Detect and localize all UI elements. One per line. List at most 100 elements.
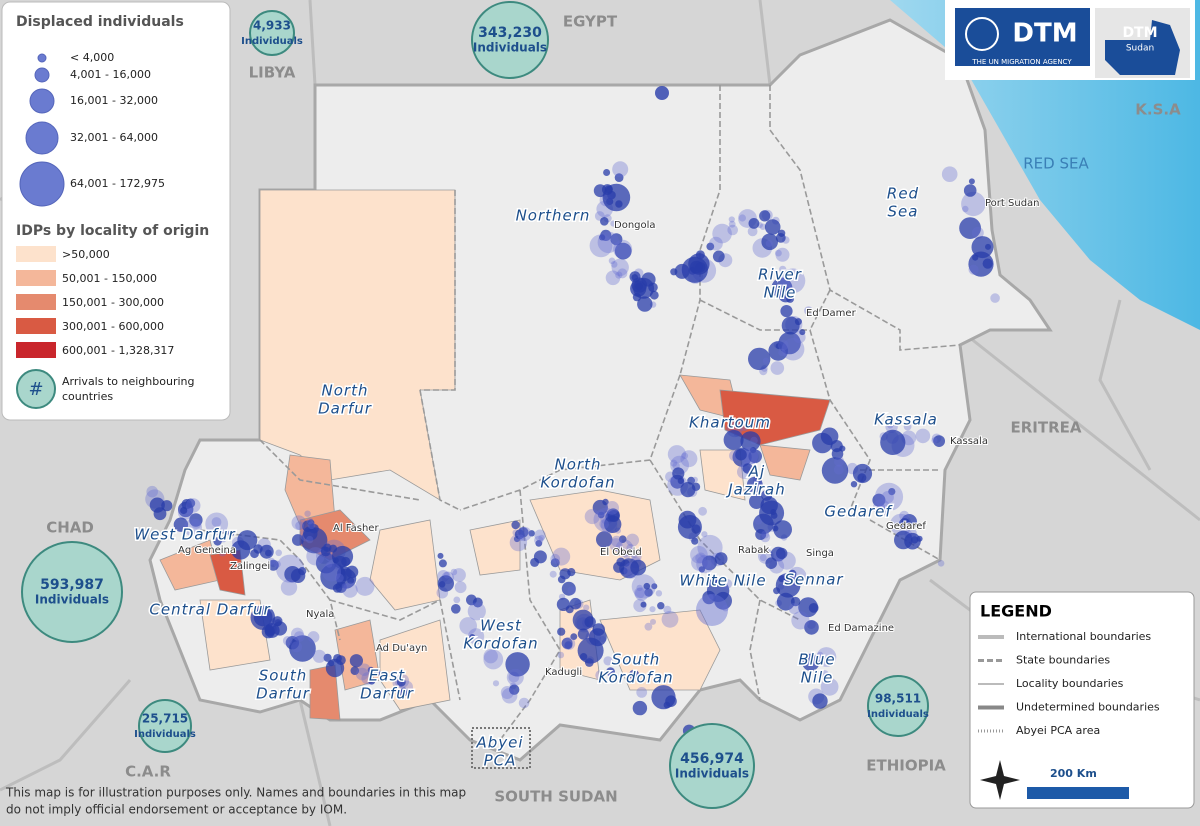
displaced-dot: [259, 544, 274, 559]
displaced-dot: [808, 603, 819, 613]
displaced-dot: [626, 533, 639, 547]
displaced-dot: [677, 515, 702, 539]
state-label: Nile: [764, 284, 797, 302]
displaced-dot: [727, 224, 738, 236]
country-label: C.A.R: [125, 763, 171, 781]
displaced-dot: [747, 226, 758, 237]
displaced-dot: [888, 488, 896, 496]
displaced-dot: [881, 491, 894, 504]
displaced-dot: [472, 597, 483, 608]
arrival-value: 98,511: [875, 692, 921, 706]
displaced-dot: [626, 543, 635, 552]
displaced-dot: [802, 653, 820, 671]
legend-item: Undetermined boundaries: [1016, 701, 1160, 714]
idp-swatch: [16, 246, 56, 262]
displaced-dot: [350, 666, 360, 675]
town-label: Ad Du'ayn: [376, 643, 427, 654]
displaced-dot: [706, 579, 730, 602]
arrival-bubble: [867, 675, 929, 737]
displaced-dot: [549, 570, 557, 578]
displaced-dot: [506, 668, 524, 686]
displaced-dot: [599, 234, 606, 241]
displaced-dot: [355, 576, 375, 596]
displaced-dot: [612, 161, 629, 178]
displaced-dot: [273, 560, 281, 568]
displaced-dot: [778, 331, 801, 355]
displaced-dot: [759, 223, 767, 230]
logo-dtm: DTM: [1012, 19, 1077, 49]
displaced-dot: [630, 280, 647, 297]
town-label: Ed Damazine: [828, 623, 894, 634]
displaced-dot: [649, 290, 659, 300]
displaced-dot: [750, 436, 758, 445]
legend-box: [969, 591, 1195, 809]
displaced-dot: [334, 555, 347, 569]
size-class: < 4,000: [70, 51, 114, 64]
displaced-dot: [220, 536, 227, 543]
displaced-dot: [454, 581, 467, 594]
displaced-dot: [173, 517, 189, 532]
red-sea: [890, 0, 1200, 330]
displaced-dot: [528, 530, 535, 537]
displaced-dot: [605, 501, 619, 515]
idp-class: >50,000: [62, 248, 110, 261]
displaced-dot: [778, 339, 789, 351]
displaced-dot: [614, 173, 624, 183]
displaced-dot: [534, 535, 544, 545]
arrival-value: 456,974: [680, 751, 744, 767]
displaced-dot: [735, 448, 747, 461]
displaced-dot: [764, 219, 781, 235]
displaced-dot: [535, 540, 543, 547]
country-label: ERITREA: [1010, 419, 1081, 437]
displaced-dot: [663, 605, 672, 614]
state-label: Aj: [748, 463, 765, 481]
displaced-dot: [971, 226, 984, 239]
displaced-dot: [963, 184, 977, 197]
displaced-dot: [771, 277, 793, 299]
displaced-dot: [374, 669, 381, 676]
displaced-dot: [637, 296, 653, 312]
displaced-dot: [762, 357, 770, 364]
displaced-dot: [690, 260, 703, 274]
displaced-dot: [933, 435, 945, 447]
displaced-dot: [714, 552, 728, 566]
arrival-symbol: [16, 369, 56, 409]
displaced-dot: [887, 422, 894, 429]
displaced-dot: [738, 214, 747, 222]
displaced-dot: [899, 510, 910, 521]
displaced-dot: [629, 549, 639, 559]
displaced-dot: [778, 348, 786, 357]
displaced-dot: [469, 634, 476, 641]
idp-locality: [599, 609, 721, 691]
displaced-dot: [839, 445, 846, 452]
displaced-dot: [759, 554, 767, 562]
displaced-dot: [707, 594, 714, 601]
displaced-dot: [598, 510, 606, 517]
displaced-dot: [651, 685, 676, 710]
displaced-dot: [610, 233, 623, 246]
size-symbol: [34, 67, 50, 83]
displaced-dot: [335, 581, 347, 593]
displaced-dot: [595, 670, 606, 681]
displaced-dot: [640, 601, 647, 608]
displaced-dot: [613, 239, 633, 259]
state-label: River: [758, 266, 802, 284]
displaced-dot: [691, 537, 699, 545]
state-label: Kordofan: [540, 474, 615, 492]
displaced-dot: [146, 485, 158, 498]
logo-agency: THE UN MIGRATION AGENCY: [971, 58, 1072, 66]
abyei-box: [471, 727, 531, 769]
idp-class: 50,001 - 150,000: [62, 272, 157, 285]
displaced-dot: [709, 236, 723, 251]
displaced-dot: [623, 552, 631, 560]
displaced-dot: [941, 166, 958, 182]
town-label: Kassala: [950, 436, 988, 447]
displaced-dot: [728, 216, 735, 223]
state-label: North: [555, 456, 602, 474]
arrival-bubble: [249, 10, 295, 56]
displaced-dot: [615, 200, 623, 208]
displaced-dot: [315, 552, 337, 574]
arrival-symbol-text: #: [28, 379, 43, 400]
displaced-dot: [615, 271, 623, 279]
displaced-dot: [696, 594, 728, 626]
